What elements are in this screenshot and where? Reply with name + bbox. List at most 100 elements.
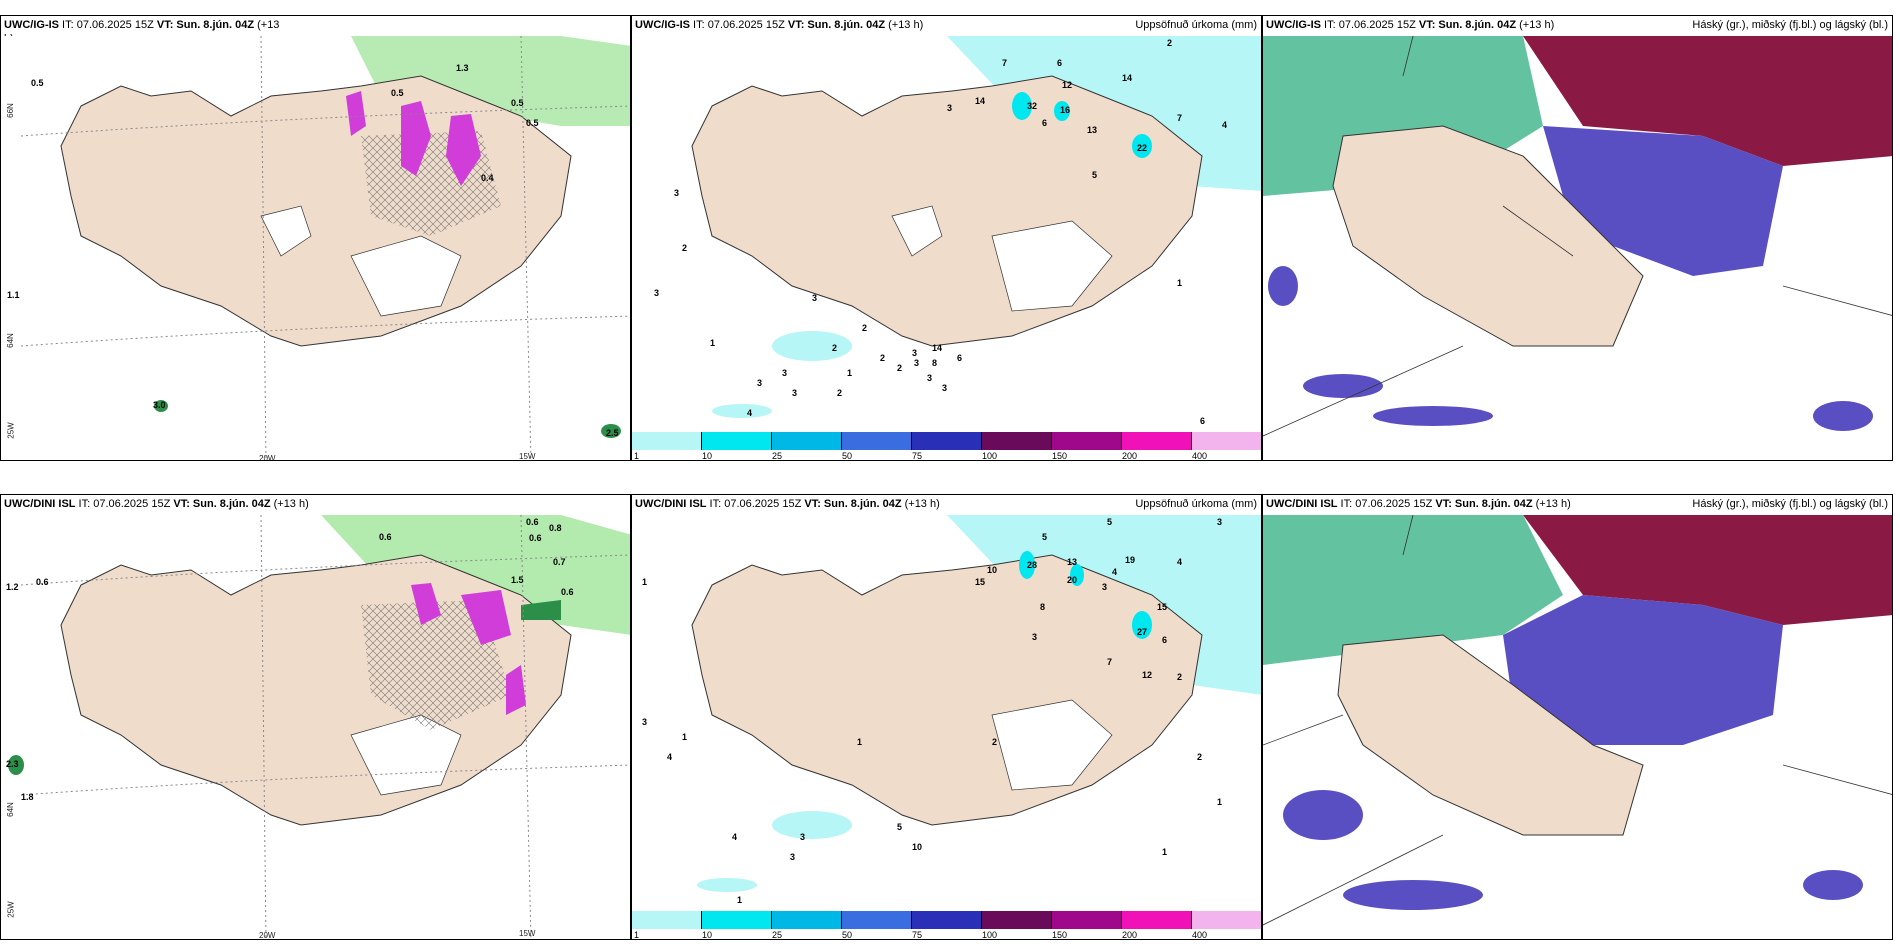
axis-label: 15W [519,929,536,938]
title-vt: VT: Sun. 8.jún. 04Z [1435,498,1533,510]
value-label: 0.6 [379,532,392,542]
title-it: IT: 07.06.2025 15Z [75,498,174,510]
value-label: 15 [975,577,985,587]
value-label: 3 [642,717,647,727]
panel-wind-precip-igis: 0.5 1.1 3.0 2.5 1.3 0.5 0.5 0.5 0.4 UWC/… [0,15,631,461]
value-label: 8 [932,358,937,368]
axis-label: 66N [5,103,15,118]
value-label: 3 [757,378,762,388]
legend-swatch [772,432,842,450]
legend-tick: 200 [1122,930,1138,940]
value-label: 2 [880,353,885,363]
value-label: 1 [710,338,715,348]
value-label: 6 [1042,118,1047,128]
value-label: 6 [1200,416,1205,426]
axis-label: 15W [519,452,536,461]
value-label: 0.5 [391,88,404,98]
title-source: UWC/IG-IS [635,19,690,31]
legend-swatch [632,911,702,929]
title-source: UWC/IG-IS [1266,19,1321,31]
axis-label: 64N [5,333,15,348]
title-source: UWC/DINI ISL [4,498,76,510]
value-label: 5 [1092,170,1097,180]
value-label: 0.5 [31,78,44,88]
value-label: 3.0 [153,400,166,410]
panel-title: UWC/IG-IS IT: 07.06.2025 15Z VT: Sun. 8.… [1,16,630,36]
title-vt: VT: Sun. 8.jún. 04Z [156,19,255,31]
value-label: 14 [975,96,985,106]
value-label: 0.8 [549,523,562,533]
value-label: 3 [782,368,787,378]
value-label: 0.4 [481,173,494,183]
axis-label: 25W [6,901,16,918]
value-label: 1.2 [6,582,19,592]
legend-tick: 1 [634,451,640,461]
value-label: 4 [667,752,672,762]
value-label: 2 [862,323,867,333]
legend-swatch [1052,911,1122,929]
axis-label: 25W [6,422,16,439]
title-it: IT: 07.06.2025 15Z [59,19,157,31]
panel-clouds-igis: UWC/IG-IS IT: 07.06.2025 15Z VT: Sun. 8.… [1262,15,1893,461]
value-label: 4 [1112,567,1117,577]
title-extra: h) [4,33,14,36]
value-label: 5 [1042,532,1047,542]
panel-accum-precip-dini: 5 5 3 10 15 28 13 20 19 8 15 27 6 4 1 1 … [631,494,1262,940]
value-label: 5 [897,822,902,832]
value-label: 0.7 [553,557,566,567]
legend-tick: 75 [912,930,923,940]
value-label: 16 [1060,105,1070,115]
value-label: 15 [1157,602,1167,612]
value-label: 1 [737,895,742,905]
colorbar-legend: 1 10 25 50 75 100 150 200 400 [632,911,1261,940]
legend-tick: 25 [772,451,783,461]
legend-swatch [982,911,1052,929]
map-precip-dini: 5 5 3 10 15 28 13 20 19 8 15 27 6 4 1 1 … [642,515,1261,905]
value-label: 1 [1217,797,1222,807]
panel-title: UWC/DINI ISL IT: 07.06.2025 15Z VT: Sun.… [1,495,630,515]
panel-title: UWC/DINI ISL IT: 07.06.2025 15Z VT: Sun.… [632,495,1261,515]
title-lead: (+13 h) [1516,19,1555,31]
value-label: 4 [747,408,752,418]
colorbar-legend: 1 10 25 50 75 100 150 200 400 [632,432,1261,461]
value-label: 3 [812,293,817,303]
value-label: 1 [1177,278,1182,288]
legend-tick: 150 [1052,930,1068,940]
legend-tick: 10 [702,930,713,940]
value-label: 2 [682,243,687,253]
value-label: 2 [897,363,902,373]
value-label: 13 [1087,125,1097,135]
value-label: 1.1 [7,290,20,300]
map-clouds-dini [1263,514,1892,939]
legend-swatch [842,911,912,929]
axis-label: 64N [5,802,15,817]
value-label: 2 [837,388,842,398]
value-label: 10 [912,842,922,852]
value-label: 4 [1222,120,1227,130]
title-source: UWC/IG-IS [4,19,59,31]
legend-swatch [702,911,772,929]
value-label: 14 [1122,73,1132,83]
value-label: 1.5 [511,575,524,585]
value-label: 3 [1102,582,1107,592]
value-label: 1 [857,737,862,747]
value-label: 13 [1067,557,1077,567]
value-label: 1 [642,577,647,587]
value-label: 1 [847,368,852,378]
title-lead: (+13 h) [901,498,940,510]
value-label: 1 [682,732,687,742]
panel-accum-precip-igis: 7 6 14 12 3 2 14 32 16 6 13 22 4 7 2 3 1… [631,15,1262,461]
value-label: 20 [1067,575,1077,585]
value-label: 7 [1177,113,1182,123]
title-product: Háský (gr.), miðský (fj.bl.) og lágský (… [1692,19,1888,31]
value-label: 3 [654,288,659,298]
value-label: 2.5 [606,428,619,438]
legend-swatch [1122,911,1192,929]
legend-swatch [912,432,982,450]
value-label: 3 [942,383,947,393]
value-label: 4 [732,832,737,842]
value-label: 3 [800,832,805,842]
legend-tick: 100 [982,451,998,461]
map-wind-dini: 1.2 0.6 0.6 0.6 0.8 0.7 0.6 1.5 2.3 1.8 … [6,514,630,939]
value-label: 0.5 [526,118,539,128]
